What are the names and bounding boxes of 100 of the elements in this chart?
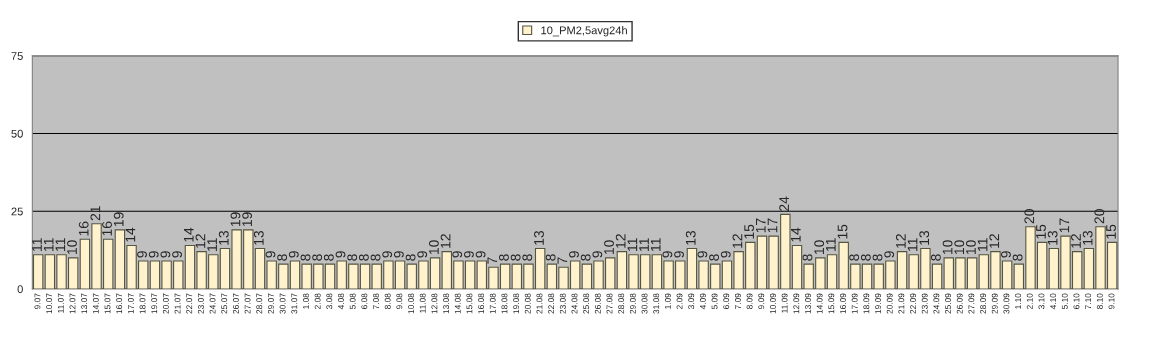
x-tick-label: 9.10 [1108,293,1115,309]
data-label: 8 [580,254,591,261]
data-label: 10 [428,240,439,255]
data-label: 8 [510,254,521,261]
data-label: 9 [288,251,299,258]
x-tick-label: 31.07 [291,293,298,314]
data-label: 11 [55,238,66,251]
data-label: 13 [685,230,696,245]
x-tick-label: 8.09 [746,293,753,310]
data-label: 9 [1001,251,1011,258]
x-tick-label: 17.08 [489,293,496,314]
data-label: 8 [323,254,334,261]
x-tick-label: 5.09 [711,293,718,310]
data-label: 8 [1012,254,1023,261]
data-label: 8 [849,254,860,261]
x-tick-label: 18.09 [863,293,870,314]
x-tick-label: 21.07 [174,293,181,314]
data-label: 12 [615,234,626,248]
x-tick-label: 30.09 [1003,293,1010,314]
data-label: 13 [253,230,264,245]
data-label: 11 [627,238,638,251]
data-label: 8 [277,254,288,261]
x-tick-label: 3.08 [326,293,333,310]
x-tick-label: 1.10 [1015,293,1022,309]
y-tick-label: 50 [11,129,23,138]
x-tick-label: 1.09 [664,293,671,309]
data-label: 15 [1036,224,1046,239]
bar [32,254,44,289]
data-label: 9 [662,251,673,258]
data-label: 9 [592,251,603,258]
x-tick-label: 23.09 [921,293,928,314]
data-label: 12 [989,234,1000,248]
data-label: 11 [907,238,918,251]
data-label: 20 [1094,209,1105,224]
data-label: 14 [183,227,194,242]
data-label: 12 [195,234,206,248]
y-tick-label: 0 [17,285,23,294]
data-label: 8 [370,254,381,261]
x-tick-label: 6.09 [723,293,730,309]
x-tick-label: 2.09 [676,293,683,309]
data-label: 14 [791,227,801,242]
data-label: 20 [1024,209,1035,224]
x-tick-label: 27.09 [968,293,975,314]
data-label: 8 [358,254,369,261]
data-label: 11 [826,238,836,251]
data-label: 9 [148,251,159,258]
x-tick-label: 2.08 [314,293,321,309]
data-label: 8 [709,254,720,261]
x-tick-label: 12.08 [431,293,438,314]
x-tick-label: 27.08 [606,293,613,314]
data-label: 10 [604,240,614,255]
x-tick-label: 19.08 [513,293,520,314]
data-label: 8 [522,254,533,261]
data-label: 9 [674,251,684,258]
x-tick-label: 18.07 [139,293,146,314]
x-tick-label: 26.08 [594,293,601,314]
x-tick-label: 29.08 [629,293,636,314]
x-tick-label: 11.09 [781,293,788,313]
x-tick-label: 31.08 [653,293,660,314]
x-tick-label: 13.07 [81,293,88,314]
x-tick-label: 3.09 [688,293,695,310]
data-label: 11 [639,238,649,251]
x-tick-label: 1.08 [303,293,309,309]
data-label: 19 [230,212,241,227]
data-label: 11 [207,238,217,251]
data-label: 14 [125,227,136,242]
data-label: 9 [393,251,404,258]
x-tick-label: 19.09 [875,293,881,314]
x-tick-label: 12.07 [69,293,76,314]
data-label: 12 [732,234,743,248]
x-tick-label: 4.08 [338,293,344,310]
x-tick-label: 28.08 [618,293,625,314]
data-label: 15 [744,224,755,239]
x-tick-label: 7.10 [1085,293,1092,309]
x-tick-label: 27.07 [244,293,251,314]
data-label: 8 [872,254,883,261]
data-label: 10 [942,240,953,255]
x-tick-label: 30.07 [279,293,286,314]
x-tick-label: 16.09 [840,293,846,314]
x-tick-label: 25.09 [945,293,951,314]
x-tick-label: 11.08 [419,293,426,313]
data-label: 11 [650,238,661,251]
x-tick-label: 28.07 [256,293,263,314]
x-tick-label: 14.07 [92,293,99,314]
x-tick-label: 22.07 [186,293,193,314]
data-label: 9 [884,251,895,258]
x-tick-label: 13.09 [805,293,811,314]
data-label: 24 [779,196,789,211]
x-tick-label: 11.07 [57,293,64,313]
x-tick-label: 29.07 [268,293,274,314]
data-label: 13 [534,230,544,245]
x-tick-label: 25.08 [583,293,590,314]
data-label: 9 [569,251,579,258]
data-label: 12 [895,234,906,248]
x-tick-label: 4.10 [1050,293,1057,310]
x-tick-label: 3.10 [1038,293,1045,310]
data-label: 10 [954,240,965,255]
data-label: 9 [382,251,393,258]
data-label: 10 [966,240,976,255]
data-label: 17 [767,218,778,233]
